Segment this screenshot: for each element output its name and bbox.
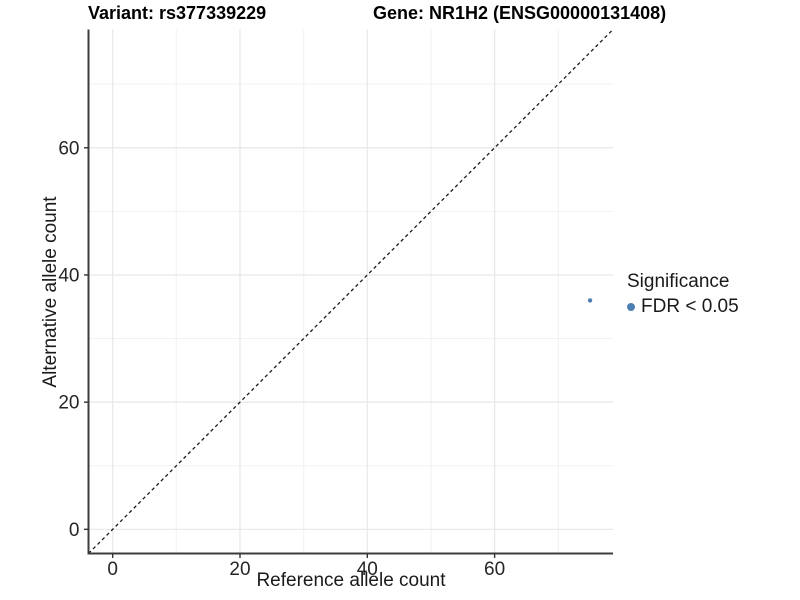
- x-tick-label: 20: [229, 559, 250, 580]
- y-tick-label: 40: [58, 265, 79, 286]
- identity-line: [88, 29, 614, 554]
- y-tick-label: 20: [58, 393, 79, 414]
- legend: Significance FDR < 0.05: [627, 271, 739, 318]
- x-tick-label: 40: [357, 559, 378, 580]
- variant-title: Variant: rs377339229: [88, 3, 267, 23]
- x-tick-label: 0: [107, 559, 118, 580]
- data-point: [587, 298, 593, 303]
- y-tick-label: 60: [58, 138, 79, 159]
- legend-point-icon: [627, 303, 635, 311]
- x-tick-label: 60: [484, 559, 505, 580]
- legend-title: Significance: [627, 271, 730, 292]
- legend-item: FDR < 0.05: [627, 296, 739, 318]
- y-axis-title: Alternative allele count: [40, 196, 61, 388]
- y-tick-label: 0: [69, 520, 80, 541]
- gene-title: Gene: NR1H2 (ENSG00000131408): [373, 3, 667, 23]
- legend-item-label: FDR < 0.05: [641, 296, 739, 317]
- x-axis-title: Reference allele count: [256, 570, 446, 591]
